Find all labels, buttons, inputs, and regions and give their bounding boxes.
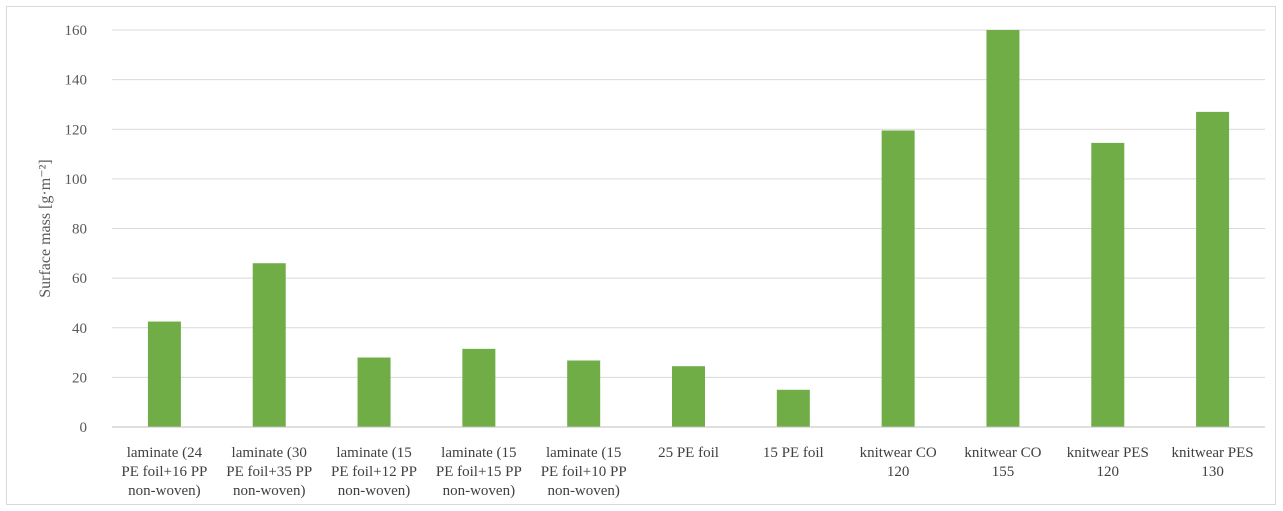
bar	[567, 360, 601, 427]
x-category-label: knitwear PES 130	[1172, 445, 1254, 480]
y-tick-label: 80	[72, 222, 87, 238]
bar	[147, 321, 181, 427]
bars	[147, 30, 1230, 427]
y-tick-labels: 0 20 40 60 80 100 120 140 160	[65, 23, 88, 436]
bar	[776, 389, 810, 427]
x-category-labels: laminate (24 PE foil+16 PP non-woven) lamin…	[121, 445, 1253, 499]
y-tick-label: 140	[65, 73, 88, 89]
bar	[881, 130, 915, 427]
y-tick-label: 20	[72, 370, 87, 386]
y-tick-label: 0	[80, 420, 88, 436]
x-category-label: laminate (24 PE foil+16 PP non-woven)	[121, 445, 207, 499]
bar	[986, 30, 1020, 427]
bar	[357, 357, 391, 427]
x-category-label: 25 PE foil	[658, 445, 719, 461]
chart-frame	[6, 6, 1276, 505]
y-tick-label: 60	[72, 271, 87, 287]
x-category-label: knitwear PES 120	[1067, 445, 1149, 480]
x-category-label: 15 PE foil	[763, 445, 824, 461]
y-tick-label: 40	[72, 321, 87, 337]
x-category-label: knitwear CO 120	[860, 445, 937, 480]
bar	[462, 348, 496, 427]
y-tick-label: 160	[65, 23, 88, 39]
x-category-label: laminate (30 PE foil+35 PP non-woven)	[226, 445, 312, 499]
bar	[672, 366, 705, 427]
y-tick-label: 120	[65, 122, 88, 138]
x-category-label: knitwear CO 155	[964, 445, 1041, 480]
x-category-label: laminate (15 PE foil+12 PP non-woven)	[331, 445, 417, 499]
bar	[252, 263, 286, 427]
y-tick-label: 100	[65, 172, 88, 188]
bar	[1091, 142, 1125, 427]
x-category-label: laminate (15 PE foil+10 PP non-woven)	[541, 445, 627, 499]
gridlines	[112, 29, 1265, 378]
bar	[1196, 111, 1230, 427]
x-category-label: laminate (15 PE foil+15 PP non-woven)	[436, 445, 522, 499]
y-axis-label: Surface mass [g·m⁻²]	[37, 159, 54, 298]
